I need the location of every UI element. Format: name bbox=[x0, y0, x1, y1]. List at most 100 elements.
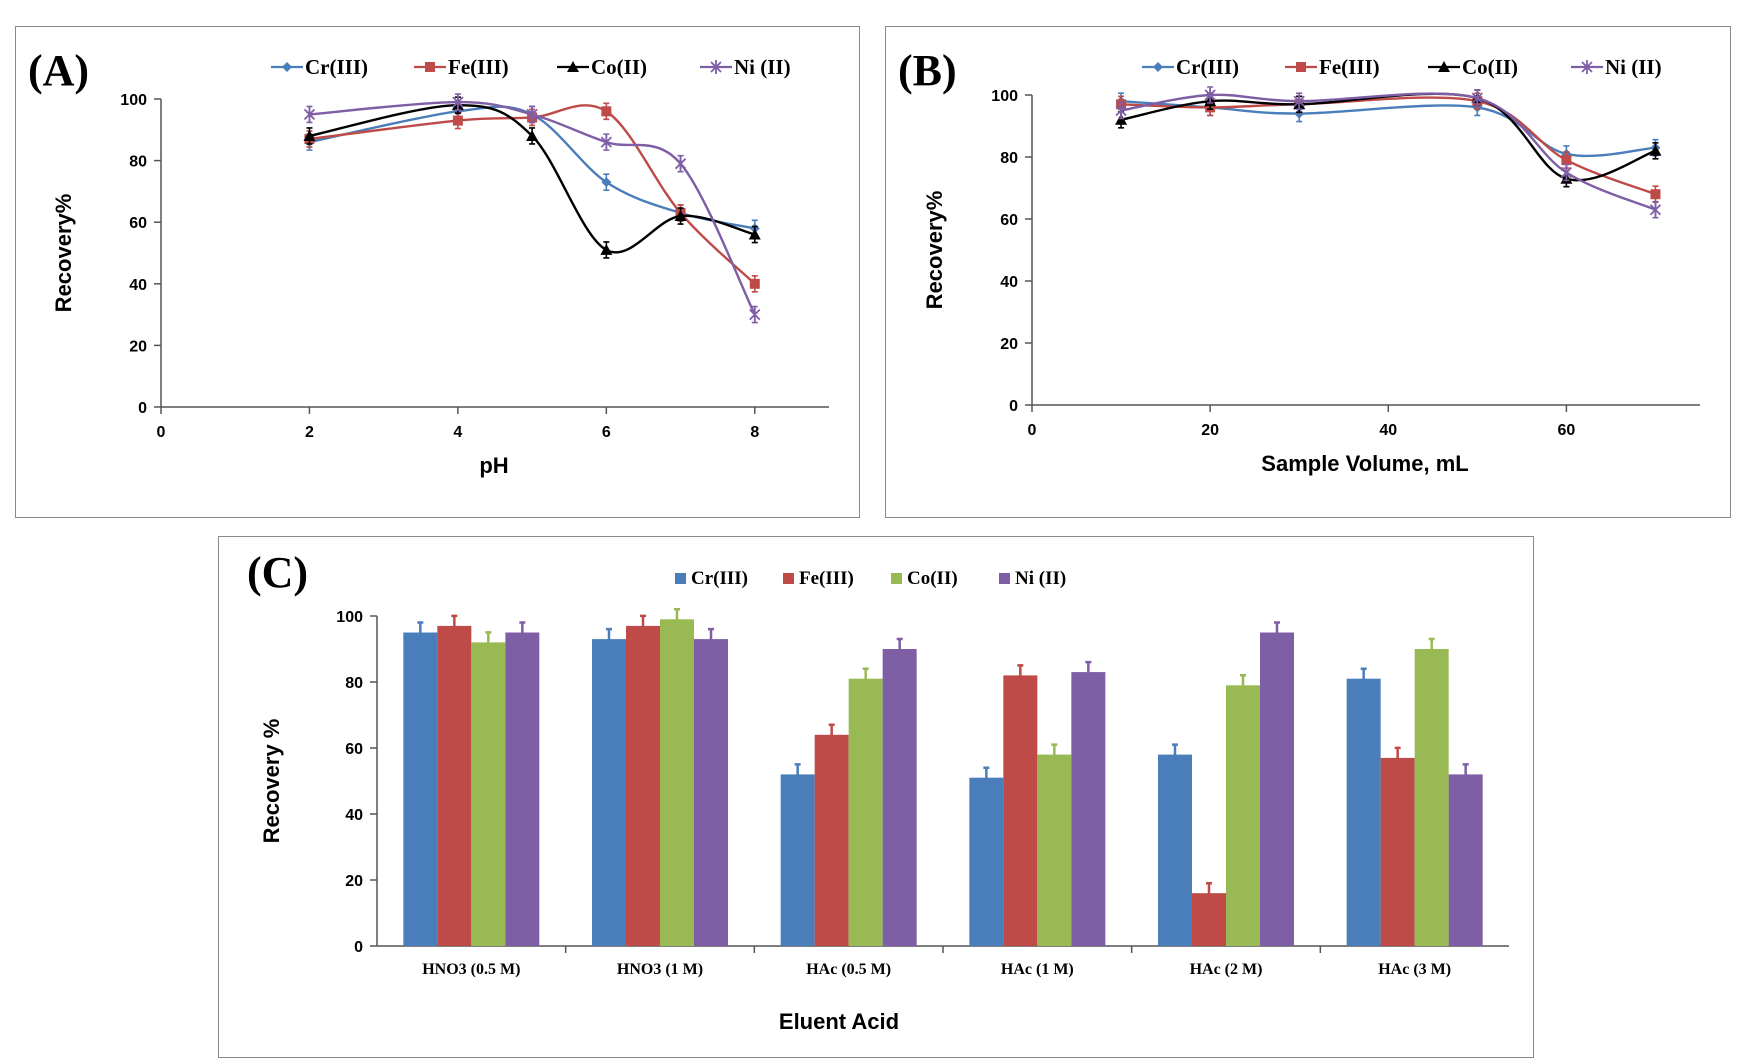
y-tick-label: 100 bbox=[120, 92, 147, 109]
error-bar-fe-iii bbox=[828, 723, 835, 745]
legend-marker-co-ii bbox=[567, 61, 579, 72]
y-tick-label: 40 bbox=[129, 277, 147, 294]
legend-swatch-co-ii bbox=[891, 573, 902, 584]
error-bar-cr-iii bbox=[983, 766, 990, 788]
legend-label-ni-ii: Ni (II) bbox=[1605, 55, 1662, 79]
x-tick-label: 0 bbox=[157, 424, 166, 441]
error-bar-co-ii bbox=[862, 667, 869, 689]
panel-label: (C) bbox=[247, 548, 308, 597]
y-tick-label: 40 bbox=[1000, 274, 1018, 291]
data-point-co-ii bbox=[526, 129, 539, 141]
series-line-ni-ii bbox=[309, 100, 756, 316]
data-point-fe-iii bbox=[452, 115, 463, 126]
bar-fe-iii-hac-1-m bbox=[1003, 675, 1038, 946]
bar-co-ii-hac-2-m bbox=[1226, 685, 1260, 946]
y-tick-label: 80 bbox=[1000, 150, 1018, 167]
legend-label-fe-iii: Fe(III) bbox=[448, 55, 509, 79]
panel-c: (C) 0 20 40 60 80 100 HNO3 (0.5 M) HNO3 (1 M) HAc… bbox=[218, 536, 1534, 1058]
legend-label-fe-iii: Fe(III) bbox=[1319, 55, 1380, 79]
data-point-ni-ii bbox=[1293, 94, 1305, 109]
error-bar-cr-iii bbox=[606, 627, 612, 650]
y-tick-label: 60 bbox=[1000, 212, 1018, 229]
y-tick-label: 60 bbox=[129, 215, 147, 232]
error-bar-cr-iii bbox=[794, 763, 801, 785]
bar-co-ii-hno3-0-5-m bbox=[471, 642, 506, 946]
series-line-ni-ii bbox=[1120, 92, 1656, 211]
data-point-fe-iii bbox=[1561, 155, 1572, 166]
error-bar-co-ii bbox=[485, 631, 492, 653]
data-point-ni-ii bbox=[749, 307, 761, 322]
y-axis-title: Recovery% bbox=[51, 194, 76, 313]
series-line-fe-iii bbox=[309, 104, 756, 285]
legend-swatch-fe-iii bbox=[783, 573, 794, 584]
y-axis-title: Recovery% bbox=[922, 191, 947, 310]
legend-marker-ni-ii bbox=[1581, 60, 1593, 74]
x-tick-label: HAc (1 M) bbox=[1001, 961, 1074, 978]
bar-ni-ii-hno3-1-m bbox=[694, 639, 728, 946]
x-tick-label: 0 bbox=[1028, 422, 1037, 439]
error-bar-ni-ii bbox=[896, 637, 903, 659]
bar-ni-ii-hac-0-5-m bbox=[882, 649, 917, 946]
legend-marker-fe-iii bbox=[1296, 62, 1306, 72]
x-tick-label: 6 bbox=[602, 424, 611, 441]
bar-co-ii-hac-1-m bbox=[1037, 754, 1072, 946]
bar-fe-iii-hac-3-m bbox=[1380, 757, 1415, 946]
bar-cr-iii-hac-3-m bbox=[1346, 678, 1381, 946]
bar-ni-ii-hac-2-m bbox=[1260, 632, 1294, 946]
data-point-ni-ii bbox=[1649, 202, 1662, 217]
error-bar-cr-iii bbox=[417, 621, 424, 643]
data-point-ni-ii bbox=[1115, 103, 1127, 118]
legend-label-co-ii: Co(II) bbox=[907, 568, 958, 589]
y-tick-label: 100 bbox=[991, 88, 1018, 105]
chart-c: (C) 0 20 40 60 80 100 HNO3 (0.5 M) HNO3 (1 M) HAc… bbox=[247, 548, 1509, 1034]
data-point-fe-iii bbox=[749, 278, 760, 289]
legend-label-ni-ii: Ni (II) bbox=[1015, 568, 1066, 589]
x-axis-title: Sample Volume, mL bbox=[1261, 451, 1468, 476]
y-tick-label: 40 bbox=[345, 807, 363, 824]
data-point-co-ii bbox=[1649, 144, 1662, 156]
data-point-fe-iii bbox=[1650, 189, 1661, 200]
y-tick-label: 20 bbox=[1000, 336, 1018, 353]
data-point-co-ii bbox=[303, 129, 316, 141]
x-tick-label: HAc (0.5 M) bbox=[806, 961, 891, 978]
data-point-co-ii bbox=[600, 243, 613, 255]
error-bar-co-ii bbox=[1051, 743, 1058, 765]
legend-marker-cr-iii bbox=[282, 62, 292, 72]
data-point-co-ii bbox=[674, 210, 687, 222]
x-tick-label: 4 bbox=[453, 424, 462, 441]
data-point-ni-ii bbox=[452, 95, 464, 110]
data-point-ni-ii bbox=[674, 156, 687, 171]
panel-a: (A) 0 20 40 60 80 100 0 2 4 6 8 pH Recovery% Cr(III) Fe… bbox=[15, 26, 860, 518]
chart-a: (A) 0 20 40 60 80 100 0 2 4 6 8 pH Recovery% Cr(III) Fe… bbox=[28, 46, 829, 478]
data-point-cr-iii bbox=[601, 177, 612, 188]
data-point-ni-ii bbox=[600, 135, 612, 150]
panel-label: (B) bbox=[898, 46, 957, 95]
y-tick-label: 20 bbox=[129, 338, 147, 355]
y-tick-label: 0 bbox=[354, 939, 363, 956]
legend-marker-co-ii bbox=[1438, 61, 1450, 72]
error-bar-ni-ii bbox=[519, 621, 526, 643]
series-line-cr-iii bbox=[1120, 100, 1656, 158]
error-bar-ni-ii bbox=[1274, 621, 1280, 643]
x-tick-label: 40 bbox=[1379, 422, 1397, 439]
legend-swatch-cr-iii bbox=[675, 573, 686, 584]
panel-b: (B) 0 20 40 60 80 100 0 20 40 60 Sample Volume, mL R… bbox=[885, 26, 1731, 518]
x-tick-label: 60 bbox=[1558, 422, 1576, 439]
error-bar-ni-ii bbox=[1085, 660, 1092, 683]
data-point-fe-iii bbox=[601, 106, 612, 117]
x-axis-title: pH bbox=[479, 453, 508, 478]
y-tick-label: 0 bbox=[1009, 398, 1018, 415]
x-tick-label: HNO3 (0.5 M) bbox=[422, 961, 520, 978]
bar-co-ii-hac-0-5-m bbox=[848, 678, 883, 946]
y-tick-label: 20 bbox=[345, 873, 363, 890]
data-point-ni-ii bbox=[1471, 91, 1483, 106]
legend-label-cr-iii: Cr(III) bbox=[691, 568, 748, 589]
data-point-co-ii bbox=[748, 228, 761, 240]
bar-cr-iii-hac-1-m bbox=[969, 777, 1004, 946]
data-point-cr-iii bbox=[1294, 108, 1305, 119]
x-tick-label: HAc (2 M) bbox=[1190, 961, 1263, 978]
data-point-ni-ii bbox=[526, 107, 538, 122]
bar-cr-iii-hac-0-5-m bbox=[780, 774, 815, 946]
bar-fe-iii-hno3-1-m bbox=[626, 625, 660, 946]
y-tick-label: 80 bbox=[129, 154, 147, 171]
